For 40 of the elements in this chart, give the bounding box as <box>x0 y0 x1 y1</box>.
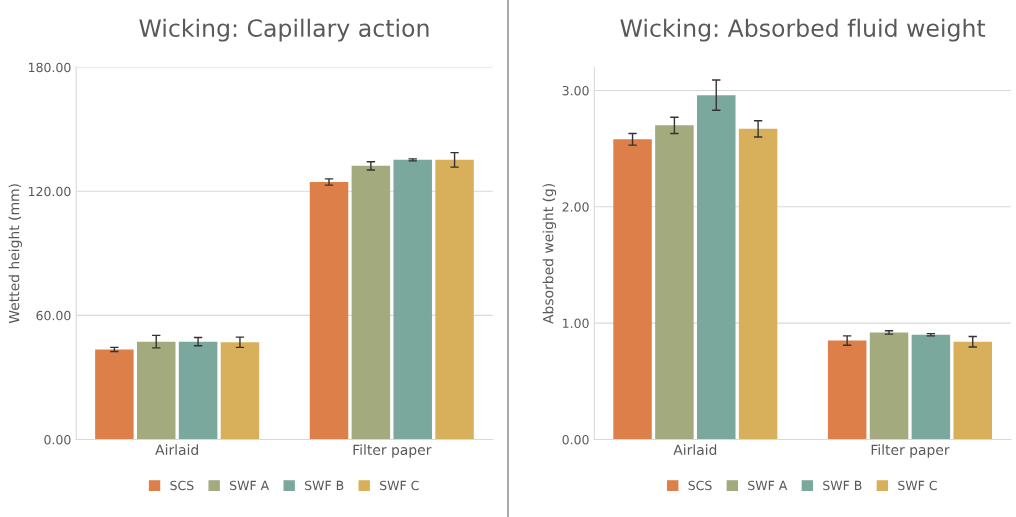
legend-label: SWF C <box>380 480 419 491</box>
bar <box>435 159 474 440</box>
legend-label: SWF A <box>748 480 788 491</box>
bar <box>953 341 992 440</box>
x-tick-label: Filter paper <box>871 444 950 458</box>
bar <box>911 334 951 440</box>
legend-label: SWF B <box>823 480 862 491</box>
bar <box>220 342 260 440</box>
x-tick-label: Airlaid <box>155 444 198 456</box>
legend-label: SCS <box>688 480 712 491</box>
y-tick-label: 1.00 <box>563 318 589 329</box>
bar <box>613 139 652 440</box>
bar <box>655 125 694 440</box>
bar <box>136 341 176 440</box>
y-tick-label: 120.00 <box>28 186 71 197</box>
bar <box>351 165 391 440</box>
bar <box>738 128 778 440</box>
bar <box>393 159 432 440</box>
bar <box>827 340 867 440</box>
bar <box>178 341 218 440</box>
y-axis-title: Absorbed weight (g) <box>542 183 557 324</box>
x-tick-label: Airlaid <box>673 444 717 456</box>
bar <box>869 332 909 440</box>
bar <box>95 349 134 440</box>
x-tick-label: Filter paper <box>353 444 432 458</box>
bar <box>309 181 349 440</box>
chart-title: Wicking: Capillary action <box>139 18 429 42</box>
legend-label: SCS <box>170 480 194 491</box>
y-tick-label: 3.00 <box>562 85 589 96</box>
chart-title: Wicking: Absorbed fluid weight <box>620 18 986 42</box>
y-tick-label: 180.00 <box>28 62 71 73</box>
legend-label: SWF B <box>305 480 344 491</box>
y-tick-label: 0.00 <box>44 434 71 445</box>
y-tick-label: 0.00 <box>562 434 589 445</box>
legend-label: SWF A <box>229 480 270 491</box>
legend-label: SWF C <box>898 480 937 491</box>
y-tick-label: 2.00 <box>562 202 589 212</box>
bar <box>697 95 736 440</box>
y-tick-label: 60.00 <box>36 310 71 321</box>
y-axis-title: Wetted height (mm) <box>8 184 23 324</box>
